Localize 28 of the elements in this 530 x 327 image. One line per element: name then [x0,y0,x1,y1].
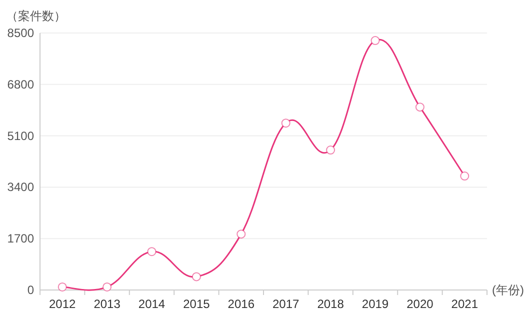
x-tick-label: 2020 [406,297,434,311]
x-tick-label: 2019 [362,297,389,311]
x-tick-label: 2018 [317,297,344,311]
x-axis-title: (年份) [492,283,524,297]
x-tick-label: 2021 [451,297,478,311]
x-tick-label: 2014 [138,297,166,311]
point [192,272,201,282]
y-tick-label: 3400 [7,180,34,194]
y-axis-title: （案件数） [6,9,66,23]
y-tick-label: 8500 [7,26,34,40]
point [102,282,112,292]
point [415,102,424,112]
point [370,36,380,46]
point [326,146,336,155]
point [281,118,290,128]
point [58,282,67,292]
y-tick-label: 5100 [7,128,34,143]
x-tick-label: 2013 [94,297,121,311]
x-tick-label: 2015 [183,297,210,311]
x-tick-label: 2012 [49,297,76,311]
x-tick-label: 2016 [228,297,255,311]
y-tick-label: 1700 [7,232,34,246]
y-tick-label: 6800 [7,77,34,92]
x-tick-label: 2017 [272,297,300,311]
point [460,172,470,181]
point [147,247,156,256]
y-tick-label: 0 [27,283,34,297]
point [236,230,246,239]
